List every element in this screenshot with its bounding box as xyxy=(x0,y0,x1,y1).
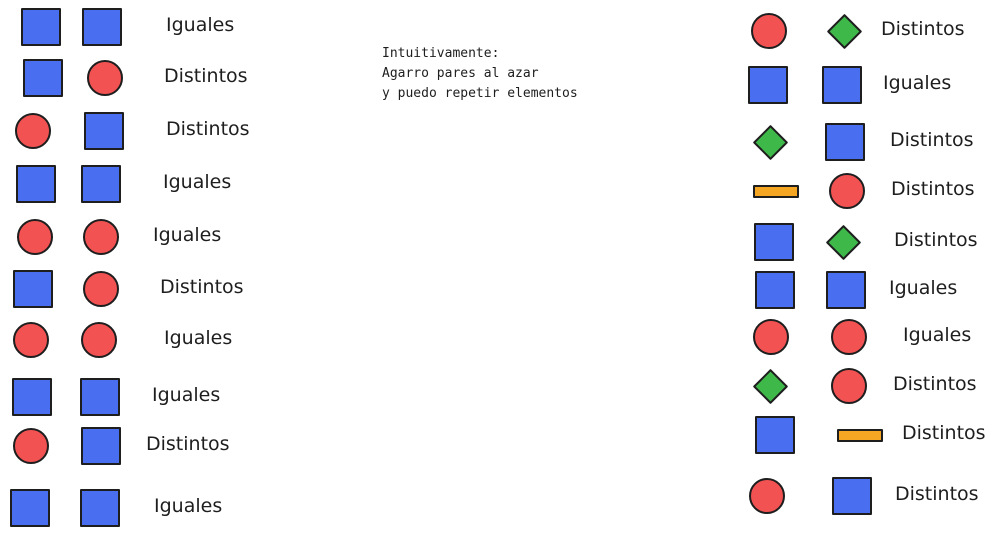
square-icon xyxy=(13,270,53,308)
square-icon xyxy=(82,8,122,46)
square-icon xyxy=(84,112,124,150)
circle-icon xyxy=(13,322,49,358)
square-icon xyxy=(755,271,795,309)
circle-icon xyxy=(13,428,49,464)
pair-label: Distintos xyxy=(164,65,248,87)
diamond-icon xyxy=(752,124,788,160)
circle-icon xyxy=(83,271,119,307)
diamond-icon xyxy=(752,368,788,404)
circle-icon xyxy=(81,322,117,358)
pair-label: Distintos xyxy=(881,18,965,40)
pair-label: Distintos xyxy=(895,483,979,505)
circle-icon xyxy=(831,368,867,404)
diamond-icon xyxy=(825,224,861,260)
pair-label: Distintos xyxy=(160,276,244,298)
pair-label: Iguales xyxy=(154,495,223,517)
pair-label: Distintos xyxy=(146,433,230,455)
circle-icon xyxy=(831,319,867,355)
note-line: Agarro pares al azar xyxy=(382,66,539,81)
diamond-icon xyxy=(826,13,862,49)
circle-icon xyxy=(753,319,789,355)
square-icon xyxy=(10,489,50,527)
note-line: Intuitivamente: xyxy=(382,46,500,61)
pair-label: Iguales xyxy=(903,324,972,346)
pair-label: Iguales xyxy=(152,384,221,406)
circle-icon xyxy=(751,13,787,49)
circle-icon xyxy=(15,113,51,149)
square-icon xyxy=(755,416,795,454)
pair-label: Iguales xyxy=(153,224,222,246)
note-text: Intuitivamente: Agarro pares al azar y p… xyxy=(382,44,578,104)
square-icon xyxy=(80,489,120,527)
pair-label: Distintos xyxy=(894,229,978,251)
circle-icon xyxy=(17,219,53,255)
circle-icon xyxy=(829,173,865,209)
pair-label: Distintos xyxy=(166,118,250,140)
square-icon xyxy=(748,66,788,104)
square-icon xyxy=(822,66,862,104)
bar-icon xyxy=(837,428,883,442)
pair-label: Iguales xyxy=(889,277,958,299)
pair-label: Distintos xyxy=(893,373,977,395)
square-icon xyxy=(81,427,121,465)
pair-label: Distintos xyxy=(890,129,974,151)
bar-icon xyxy=(753,184,799,198)
square-icon xyxy=(80,378,120,416)
circle-icon xyxy=(749,478,785,514)
pair-label: Distintos xyxy=(902,422,986,444)
pair-label: Iguales xyxy=(164,327,233,349)
square-icon xyxy=(754,223,794,261)
pair-label: Iguales xyxy=(163,171,232,193)
pair-label: Iguales xyxy=(883,72,952,94)
pair-label: Distintos xyxy=(891,178,975,200)
square-icon xyxy=(832,477,872,515)
pair-label: Iguales xyxy=(166,14,235,36)
square-icon xyxy=(16,165,56,203)
square-icon xyxy=(81,165,121,203)
square-icon xyxy=(21,8,61,46)
square-icon xyxy=(23,59,63,97)
circle-icon xyxy=(87,60,123,96)
circle-icon xyxy=(83,219,119,255)
square-icon xyxy=(826,271,866,309)
note-line: y puedo repetir elementos xyxy=(382,86,578,101)
square-icon xyxy=(825,123,865,161)
square-icon xyxy=(12,378,52,416)
